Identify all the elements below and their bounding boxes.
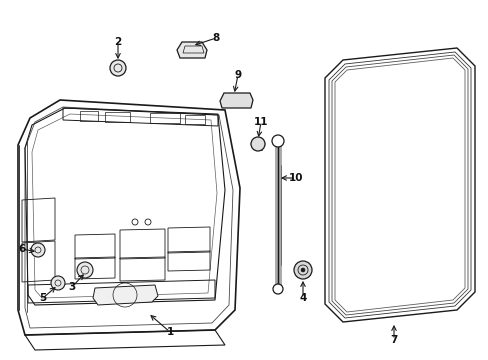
- Text: 8: 8: [212, 33, 219, 43]
- Text: 6: 6: [19, 244, 25, 254]
- Text: 3: 3: [68, 282, 76, 292]
- Polygon shape: [93, 285, 158, 305]
- Text: 4: 4: [299, 293, 306, 303]
- Text: 9: 9: [234, 70, 241, 80]
- Text: 2: 2: [114, 37, 122, 47]
- Circle shape: [272, 284, 283, 294]
- Circle shape: [271, 135, 284, 147]
- Text: 11: 11: [253, 117, 268, 127]
- Circle shape: [110, 60, 126, 76]
- Text: 5: 5: [40, 293, 46, 303]
- Text: 10: 10: [288, 173, 303, 183]
- Circle shape: [301, 268, 305, 272]
- Circle shape: [293, 261, 311, 279]
- Polygon shape: [177, 42, 206, 58]
- Circle shape: [250, 137, 264, 151]
- Text: 1: 1: [166, 327, 173, 337]
- Text: 7: 7: [389, 335, 397, 345]
- Circle shape: [51, 276, 65, 290]
- Circle shape: [31, 243, 45, 257]
- Polygon shape: [220, 93, 252, 108]
- Circle shape: [77, 262, 93, 278]
